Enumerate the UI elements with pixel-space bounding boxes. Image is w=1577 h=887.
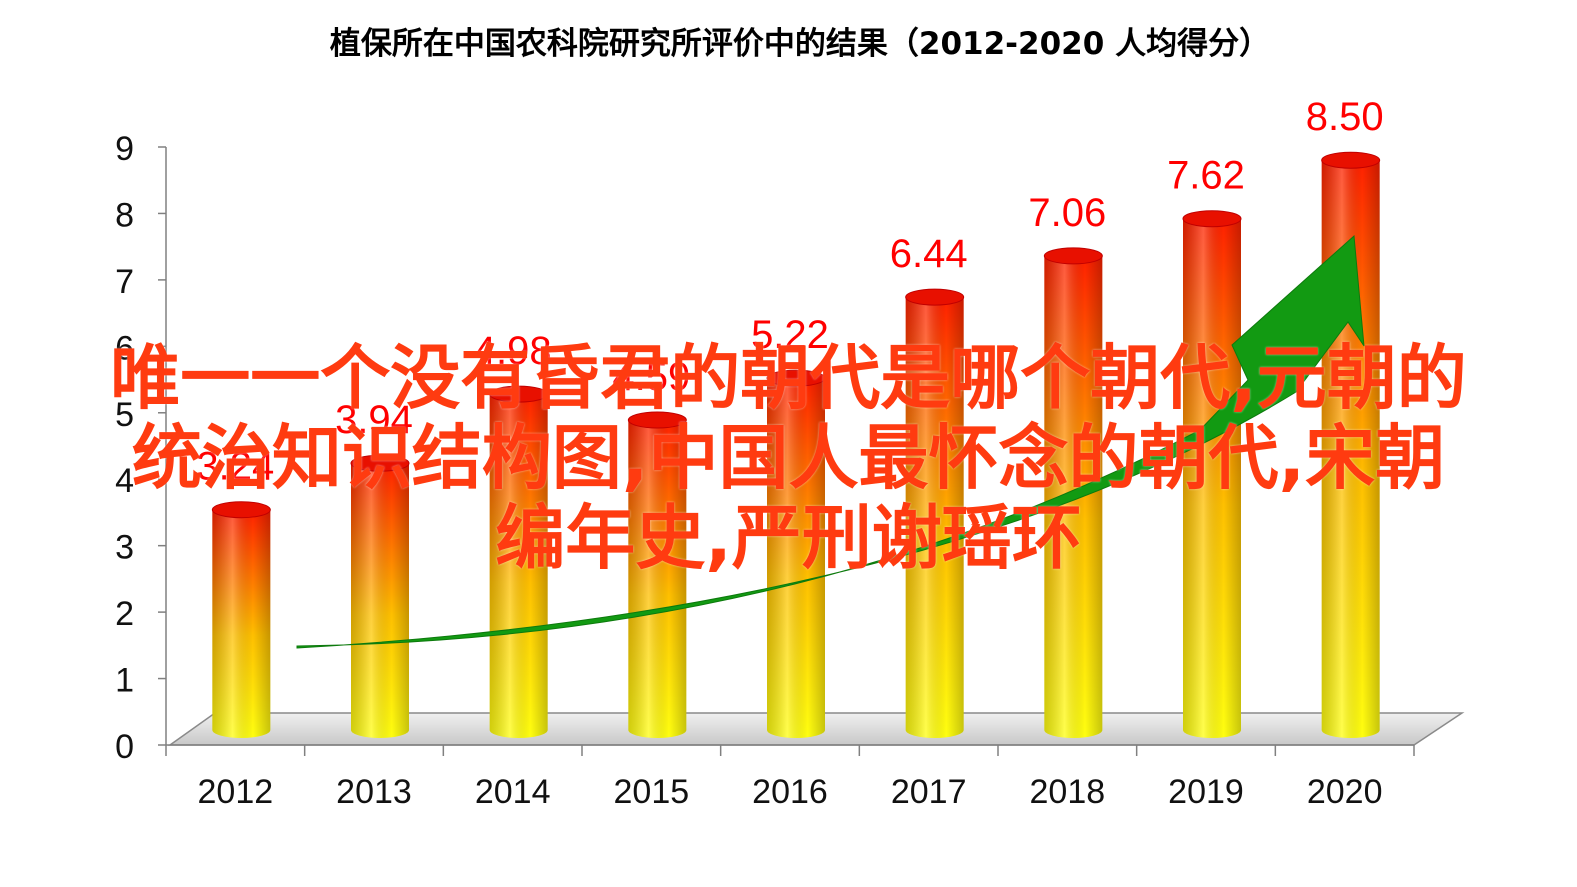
data-label: 4.59 [612, 355, 690, 399]
bar [627, 411, 687, 738]
y-tick-label: 1 [115, 662, 134, 700]
data-label: 6.44 [890, 232, 968, 276]
x-tick-label: 2013 [336, 773, 412, 811]
x-tick-label: 2020 [1307, 773, 1383, 811]
x-tick-label: 2019 [1168, 773, 1244, 811]
bar-cap [1321, 151, 1381, 169]
bar-cap [766, 369, 826, 387]
y-tick-label: 8 [115, 196, 134, 234]
x-tick-label: 2012 [198, 773, 274, 811]
bar-shading [212, 509, 271, 738]
data-label: 7.62 [1167, 154, 1245, 198]
data-label: 3.94 [335, 398, 413, 442]
x-tick-label: 2016 [752, 773, 828, 811]
overlay-text-line-3: 编年史,严刑谢瑶环 [495, 497, 1082, 579]
bar-shading [489, 394, 548, 738]
bar [1182, 210, 1242, 738]
y-tick-label: 6 [115, 329, 134, 367]
bar-cap [211, 501, 271, 519]
bar [905, 288, 965, 738]
x-tick-label: 2014 [475, 773, 551, 811]
y-tick-label: 7 [115, 263, 134, 301]
bar-shading [1183, 218, 1241, 738]
data-label: 5.22 [751, 313, 829, 357]
y-tick-label: 0 [115, 728, 134, 766]
bar-cap [905, 288, 965, 306]
data-label: 4.98 [474, 329, 552, 373]
x-tick-label: 2018 [1030, 773, 1106, 811]
bar-shading [767, 378, 825, 738]
chart-title: 植保所在中国农科院研究所评价中的结果（2012-2020 人均得分） [330, 26, 1270, 62]
bar-cap [1182, 210, 1242, 228]
overlay-text-line-1: 唯一一个没有昏君的朝代是哪个朝代,元朝的 [110, 337, 1467, 419]
overlay-text-line-2: 统治知识结构图,中国人最怀念的朝代,宋朝 [131, 417, 1446, 499]
y-tick-label: 2 [115, 595, 134, 633]
x-tick-label: 2015 [614, 773, 690, 811]
data-label: 7.06 [1028, 191, 1106, 235]
bar [350, 454, 410, 738]
bar-cap [489, 385, 549, 403]
bar-shading [905, 297, 964, 738]
bar-cap [350, 454, 410, 472]
bar-shading [351, 463, 409, 738]
bar [766, 369, 826, 738]
data-label: 8.50 [1306, 95, 1384, 139]
bar-cap [627, 411, 687, 429]
y-tick-label: 5 [115, 396, 134, 434]
data-label: 3.24 [196, 445, 274, 489]
bar [489, 385, 549, 738]
bar-cap [1043, 247, 1103, 265]
trend-arrow [296, 234, 1365, 649]
x-tick-label: 2017 [891, 773, 967, 811]
y-tick-label: 3 [115, 529, 134, 567]
bar-shading [628, 420, 687, 738]
y-tick-label: 4 [115, 462, 134, 500]
bar [211, 501, 271, 738]
y-tick-label: 9 [115, 130, 134, 168]
